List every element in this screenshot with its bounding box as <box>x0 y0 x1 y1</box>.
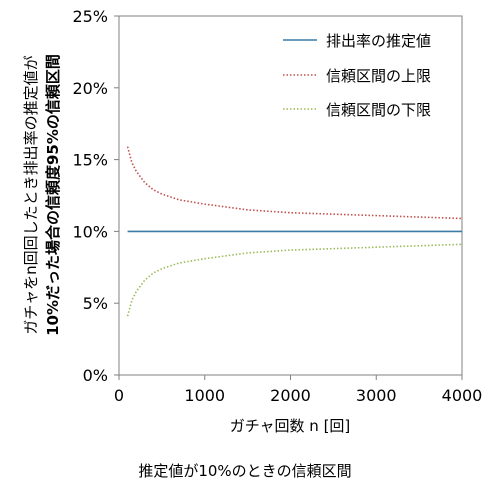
y-tick-label: 15% <box>72 151 108 170</box>
legend-label: 排出率の推定値 <box>326 32 431 50</box>
y-axis-title-line-2: 10%だった場合の信頼度95%の信頼区間 <box>44 54 62 336</box>
legend-label: 信頼区間の上限 <box>326 67 431 85</box>
x-tick-label: 0 <box>114 386 124 405</box>
x-tick-label: 3000 <box>356 386 397 405</box>
x-tick-label: 1000 <box>184 386 225 405</box>
y-tick-label: 10% <box>72 222 108 241</box>
y-tick-label: 25% <box>72 7 108 26</box>
y-tick-label: 5% <box>83 294 108 313</box>
y-axis-ticks: 0% 5% 10% 15% 20% 25% <box>72 7 119 385</box>
x-axis-ticks: 0 1000 2000 3000 4000 <box>114 375 482 405</box>
series-lines <box>126 146 463 317</box>
y-tick-label: 0% <box>83 366 108 385</box>
legend-label: 信頼区間の下限 <box>326 101 431 119</box>
series-line-3 <box>126 243 463 317</box>
y-tick-label: 20% <box>72 79 108 98</box>
x-tick-label: 2000 <box>270 386 311 405</box>
x-tick-label: 4000 <box>442 386 483 405</box>
series-line-2 <box>126 146 463 220</box>
y-axis-title-line-1: ガチャをn回回したとき排出率の推定値が <box>22 55 40 334</box>
x-axis-title: ガチャ回数 n [回] <box>230 417 351 435</box>
chart-caption: 推定値が10%のときの信頼区間 <box>138 462 351 480</box>
